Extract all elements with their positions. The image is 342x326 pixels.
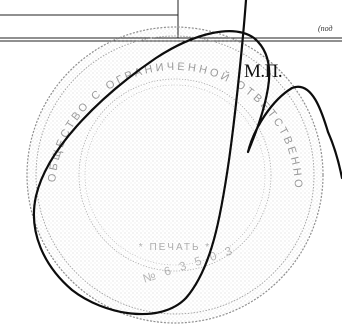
stamp-place-label: М.П. bbox=[244, 61, 283, 82]
field-hint-label: (под bbox=[318, 24, 333, 33]
svg-text:* ПЕЧАТЬ *: * ПЕЧАТЬ * bbox=[139, 242, 211, 253]
signature bbox=[32, 0, 342, 316]
official-seal: ОБЩЕСТВО С ОГРАНИЧЕННОЙ ОТВЕТСТВЕННОСТЬЮ… bbox=[0, 0, 324, 324]
